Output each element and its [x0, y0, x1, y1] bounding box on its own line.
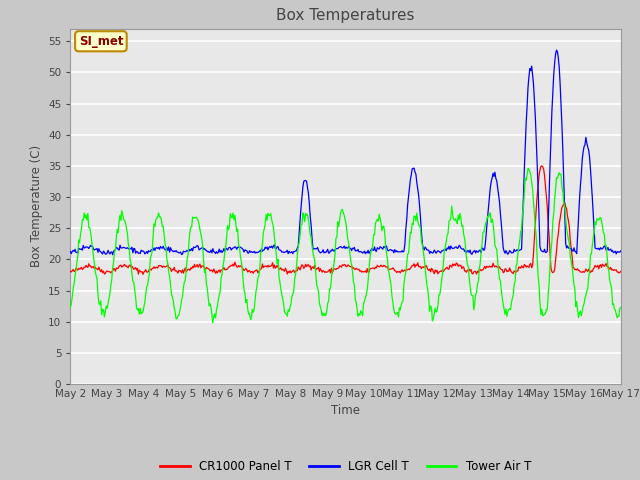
- Y-axis label: Box Temperature (C): Box Temperature (C): [29, 145, 43, 267]
- Title: Box Temperatures: Box Temperatures: [276, 9, 415, 24]
- Text: SI_met: SI_met: [79, 35, 123, 48]
- Legend: CR1000 Panel T, LGR Cell T, Tower Air T: CR1000 Panel T, LGR Cell T, Tower Air T: [156, 455, 536, 478]
- X-axis label: Time: Time: [331, 405, 360, 418]
